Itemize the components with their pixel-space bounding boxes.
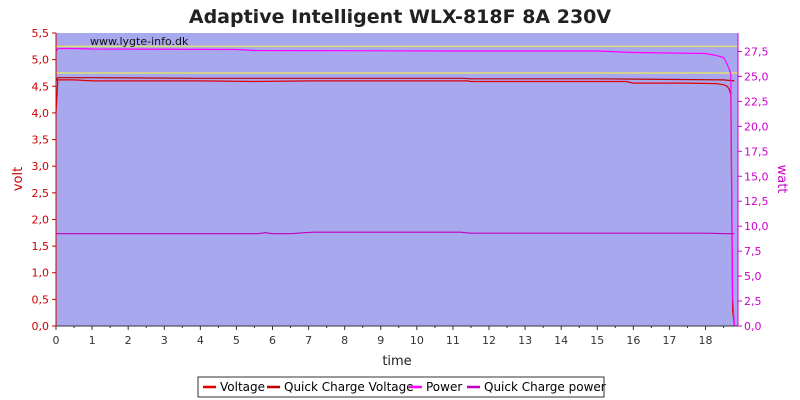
legend-label: Quick Charge power bbox=[484, 380, 606, 394]
legend: Voltage Quick Charge Voltage Power Quick Ch… bbox=[197, 376, 606, 398]
x-tick-label: 3 bbox=[161, 334, 168, 347]
watermark: www.lygte-info.dk bbox=[90, 35, 189, 48]
y-right-tick-label: 27,5 bbox=[744, 45, 769, 58]
data-series bbox=[55, 47, 735, 327]
y-right-tick-label: 22,5 bbox=[744, 95, 769, 108]
y-left-tick-label: 5,5 bbox=[32, 27, 50, 40]
legend-label: Voltage bbox=[220, 380, 265, 394]
plot-area bbox=[56, 33, 738, 326]
x-tick-label: 17 bbox=[662, 334, 676, 347]
y-right-tick-label: 20,0 bbox=[744, 120, 769, 133]
x-tick-label: 8 bbox=[341, 334, 348, 347]
x-tick-label: 13 bbox=[518, 334, 532, 347]
y-left-tick-label: 3,0 bbox=[32, 160, 50, 173]
y-left-tick-label: 4,0 bbox=[32, 107, 50, 120]
x-tick-label: 2 bbox=[125, 334, 132, 347]
series-line-3 bbox=[56, 231, 735, 235]
y-left-tick-label: 2,5 bbox=[32, 187, 50, 200]
series-line-0 bbox=[55, 79, 735, 327]
y-left-tick-label: 0,0 bbox=[32, 320, 50, 333]
y-left-axis-title: volt bbox=[11, 167, 26, 191]
y-right-tick-label: 12,5 bbox=[744, 195, 769, 208]
y-right-tick-label: 17,5 bbox=[744, 145, 769, 158]
y-left-tick-label: 3,5 bbox=[32, 134, 50, 147]
x-tick-label: 14 bbox=[554, 334, 568, 347]
x-tick-label: 4 bbox=[197, 334, 204, 347]
series-line-2 bbox=[55, 47, 735, 327]
x-tick-label: 11 bbox=[446, 334, 460, 347]
y-right-tick-label: 10,0 bbox=[744, 220, 769, 233]
y-right-tick-label: 5,0 bbox=[744, 270, 762, 283]
legend-label: Quick Charge Voltage bbox=[284, 380, 414, 394]
y-right-tick-label: 7,5 bbox=[744, 245, 762, 258]
y-left-tick-label: 1,5 bbox=[32, 240, 50, 253]
x-tick-label: 15 bbox=[590, 334, 604, 347]
y-left-tick-label: 5,0 bbox=[32, 54, 50, 67]
x-axis-title: time bbox=[382, 354, 411, 369]
y-right-tick-label: 2,5 bbox=[744, 295, 762, 308]
y-right-axis-title: watt bbox=[774, 165, 789, 194]
legend-label: Power bbox=[426, 380, 462, 394]
x-tick-label: 5 bbox=[233, 334, 240, 347]
x-tick-label: 0 bbox=[53, 334, 60, 347]
x-tick-label: 10 bbox=[410, 334, 424, 347]
series-line-1 bbox=[55, 77, 735, 82]
y-right-tick-label: 0,0 bbox=[744, 320, 762, 333]
x-tick-label: 7 bbox=[305, 334, 312, 347]
x-tick-label: 16 bbox=[626, 334, 640, 347]
y-left-tick-label: 2,0 bbox=[32, 213, 50, 226]
x-tick-label: 18 bbox=[699, 334, 713, 347]
y-right-tick-label: 15,0 bbox=[744, 170, 769, 183]
x-tick-label: 1 bbox=[89, 334, 96, 347]
chart-title: Adaptive Intelligent WLX-818F 8A 230V bbox=[189, 6, 612, 28]
x-tick-label: 12 bbox=[482, 334, 496, 347]
reference-lines bbox=[56, 45, 738, 74]
y-left-tick-label: 1,0 bbox=[32, 267, 50, 280]
y-right-tick-label: 25,0 bbox=[744, 70, 769, 83]
x-tick-label: 6 bbox=[269, 334, 276, 347]
axes: 0 1 2 3 4 5 6 7 8 9 10 11 12 13 14 15 16 17 180,00,51,01,5… bbox=[32, 27, 769, 347]
x-tick-label: 9 bbox=[377, 334, 384, 347]
y-left-tick-label: 0,5 bbox=[32, 293, 50, 306]
legend-box bbox=[197, 376, 605, 398]
y-left-tick-label: 4,5 bbox=[32, 80, 50, 93]
